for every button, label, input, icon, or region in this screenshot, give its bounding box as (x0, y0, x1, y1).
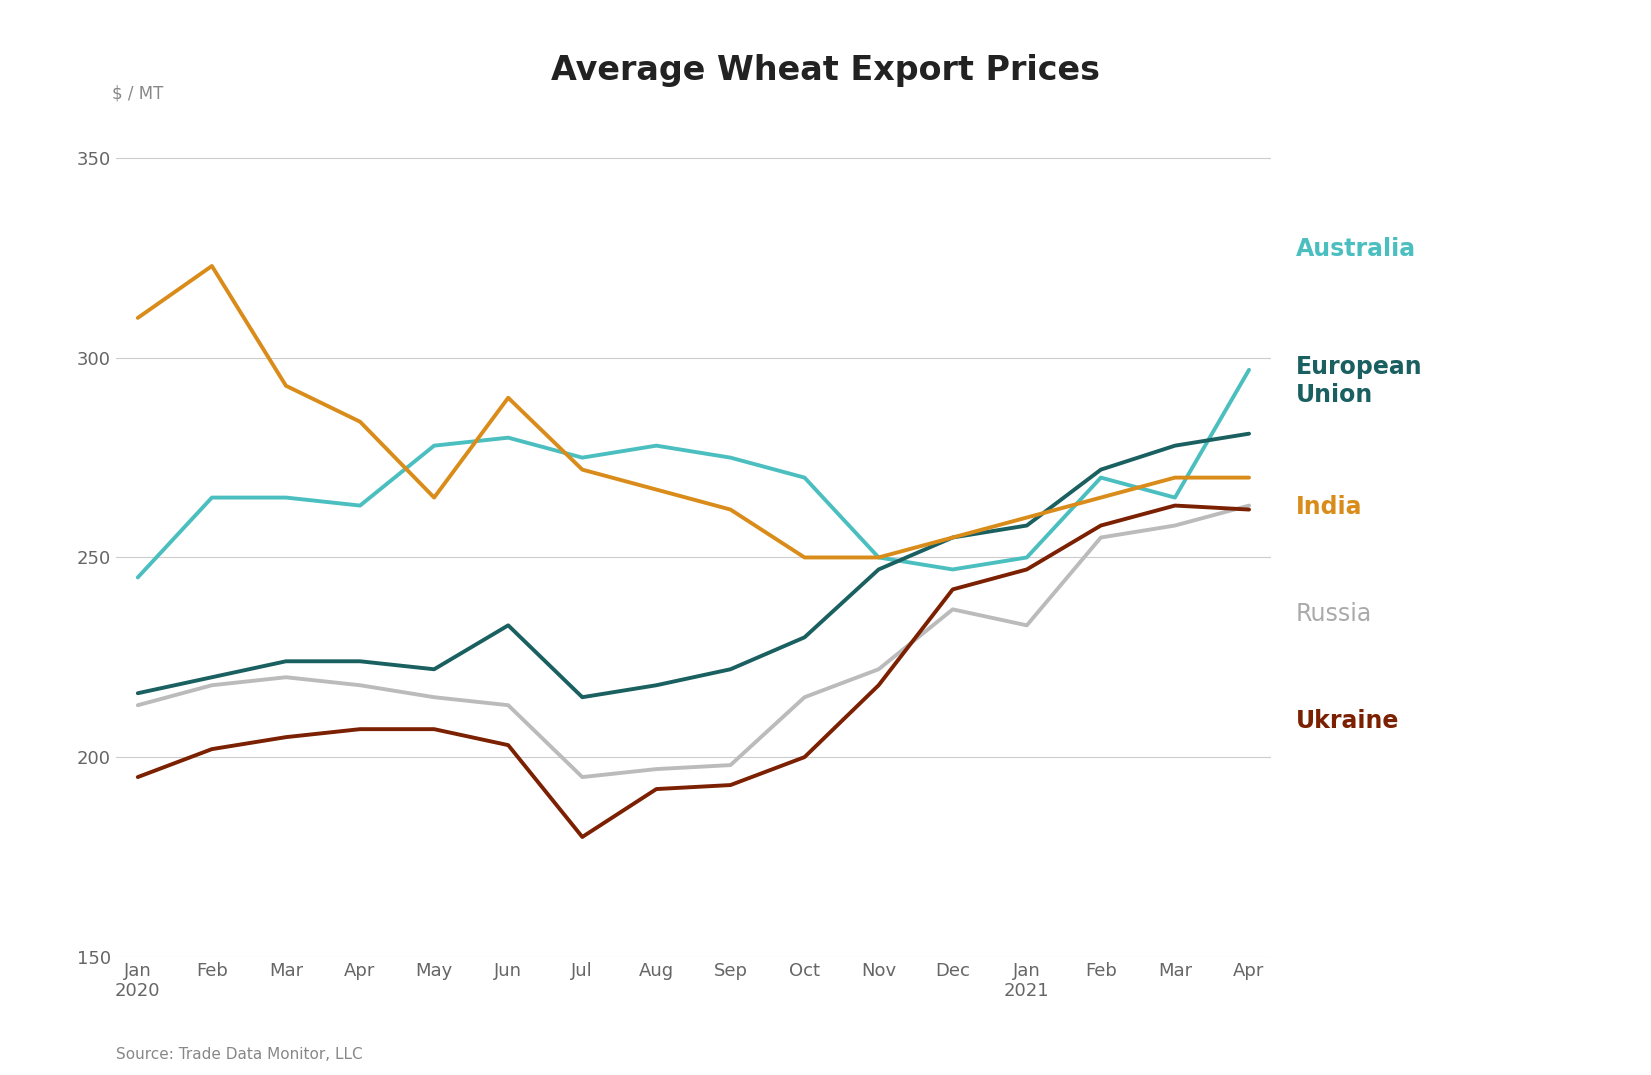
Text: Average Wheat Export Prices: Average Wheat Export Prices (551, 54, 1100, 87)
Text: Russia: Russia (1296, 602, 1372, 626)
Text: India: India (1296, 494, 1362, 518)
Text: Australia: Australia (1296, 236, 1417, 260)
Text: Ukraine: Ukraine (1296, 710, 1400, 733)
Text: Source: Trade Data Monitor, LLC: Source: Trade Data Monitor, LLC (116, 1047, 362, 1062)
Text: $ / MT: $ / MT (112, 84, 163, 102)
Text: European
Union: European Union (1296, 355, 1423, 406)
